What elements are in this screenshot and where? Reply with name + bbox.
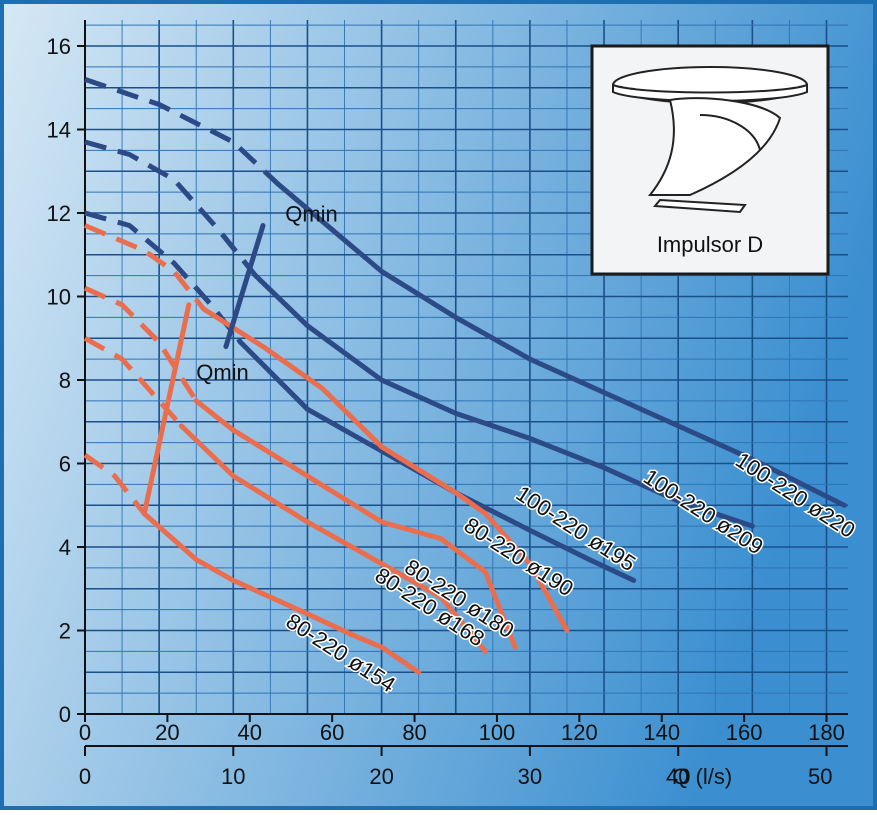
x-tick-label: 40 <box>666 764 690 789</box>
y-tick-label: 16 <box>47 34 71 59</box>
series-line-80-220 ø180 <box>193 398 518 650</box>
curves <box>83 77 847 675</box>
x-axis-label: Q (l/s) <box>672 764 732 789</box>
y-tick-label: 12 <box>47 201 71 226</box>
x-secondary-tick-label: 100 <box>479 720 516 745</box>
series-line-100-220 ø209 <box>253 273 755 529</box>
series-dashed-80-220 ø168 <box>83 336 184 428</box>
x-tick-label: 0 <box>79 764 91 789</box>
y-tick-label: 10 <box>47 285 71 310</box>
series-dashed-80-220 ø154 <box>83 453 147 516</box>
series-dashed-80-220 ø190 <box>84 223 206 311</box>
x-secondary-tick-label: 140 <box>643 720 680 745</box>
y-tick-label: 4 <box>59 535 71 560</box>
x-secondary-tick-label: 180 <box>808 720 845 745</box>
x-secondary-tick-label: 0 <box>79 720 91 745</box>
series-line-80-220 ø168 <box>178 423 488 654</box>
x-secondary-tick-label: 80 <box>402 720 426 745</box>
x-secondary-tick-label: 60 <box>320 720 344 745</box>
series-line-80-220 ø154 <box>141 511 422 675</box>
axes: 0246810121416020406080100120140160180200… <box>47 20 848 789</box>
x-tick-label: 20 <box>369 764 393 789</box>
x-tick-label: 30 <box>518 764 542 789</box>
x-tick-label: 10 <box>221 764 245 789</box>
x-secondary-tick-label: 40 <box>238 720 262 745</box>
x-secondary-tick-label: 120 <box>561 720 598 745</box>
x-secondary-tick-label: 160 <box>726 720 763 745</box>
qmin-label: Qmin <box>196 360 249 385</box>
series-dashed-80-220 ø180 <box>83 285 199 403</box>
impeller-inset: Impulsor D <box>590 44 830 276</box>
qmin-line <box>223 223 266 350</box>
inset-label: Impulsor D <box>657 232 763 257</box>
x-tick-label: 50 <box>808 764 832 789</box>
series-dashed-100-220 ø220 <box>84 77 280 186</box>
y-tick-label: 0 <box>59 702 71 727</box>
y-tick-label: 2 <box>59 619 71 644</box>
qmin-label: Qmin <box>285 201 338 226</box>
qmin-line <box>141 302 192 517</box>
series-line-100-220 ø220 <box>275 181 847 508</box>
impeller-icon <box>612 66 808 214</box>
y-tick-label: 14 <box>47 118 71 143</box>
series-dashed-100-220 ø209 <box>84 139 258 278</box>
series-line-80-220 ø190 <box>201 306 570 633</box>
x-secondary-tick-label: 20 <box>155 720 179 745</box>
y-tick-label: 6 <box>59 452 71 477</box>
y-tick-label: 8 <box>59 368 71 393</box>
